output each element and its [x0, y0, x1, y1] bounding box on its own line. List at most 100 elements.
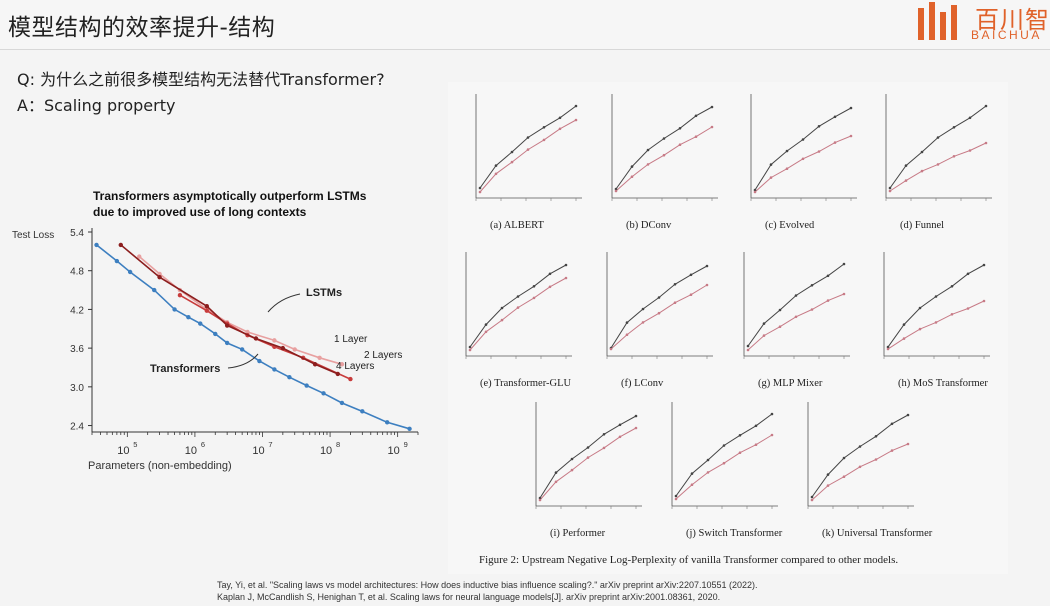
mini-data-point [558, 127, 562, 131]
mini-data-point [689, 273, 693, 277]
mini-data-point [746, 348, 750, 352]
mini-data-point [888, 186, 892, 190]
x-tick-exponent: 8 [336, 440, 340, 449]
y-tick-label: 4.8 [70, 267, 84, 278]
mini-data-point [950, 313, 954, 316]
x-tick-exponent: 5 [133, 440, 137, 449]
mini-data-point [817, 150, 821, 153]
mini-data-point [564, 263, 568, 267]
mini-data-point [936, 136, 940, 139]
x-tick-label: 10 [320, 445, 332, 457]
mini-data-point [826, 484, 830, 487]
data-point [312, 362, 318, 367]
mini-data-point [618, 423, 622, 427]
annotation-lstms: LSTMs [306, 287, 342, 299]
mini-data-point [674, 494, 678, 498]
mini-data-point [746, 344, 750, 348]
mini-plot [883, 252, 990, 359]
reference-1: Tay, Yi, et al. "Scaling laws vs model a… [217, 580, 758, 590]
mini-data-point [689, 293, 693, 296]
mini-data-point [952, 155, 956, 158]
mini-data-point [673, 301, 677, 304]
mini-plot [671, 402, 778, 509]
data-point [157, 274, 162, 280]
mini-data-point [510, 150, 514, 154]
mini-data-point [564, 276, 568, 280]
x-tick-exponent: 7 [268, 440, 272, 449]
data-point [114, 258, 120, 264]
mini-data-point [902, 337, 906, 340]
mini-data-point [920, 169, 924, 173]
mini-data-point [858, 465, 862, 469]
mini-data-point [705, 283, 709, 287]
y-tick-label: 5.4 [70, 228, 84, 239]
mini-plot [743, 252, 850, 359]
data-point [348, 376, 353, 382]
x-tick-label: 10 [185, 445, 197, 457]
lstm-pointer-line [267, 293, 301, 313]
mini-data-point [968, 149, 972, 152]
data-point [127, 269, 133, 275]
mini-data-point [826, 299, 830, 302]
mini-data-point [968, 116, 972, 120]
mini-data-point [890, 449, 894, 452]
mini-data-point [468, 348, 472, 352]
mini-data-point [888, 189, 892, 193]
annotation-2-layers: 2 Layers [364, 350, 402, 361]
mini-data-point [982, 263, 986, 267]
mini-data-point [904, 164, 908, 167]
slide-title: 模型结构的效率提升-结构 [8, 15, 276, 41]
mini-data-point [641, 307, 645, 311]
data-point [339, 400, 345, 406]
mini-data-point [982, 299, 986, 303]
mini-data-point [886, 345, 890, 349]
transformer-pointer-line [227, 353, 259, 369]
mini-data-point [554, 480, 558, 484]
data-point [245, 329, 250, 335]
mini-variant-line [887, 300, 985, 350]
x-axis-label: Parameters (non-embedding) [88, 460, 232, 472]
mini-data-point [678, 143, 682, 146]
x-tick-exponent: 9 [404, 440, 408, 449]
mini-data-point [738, 451, 742, 454]
mini-data-point [920, 150, 924, 154]
x-tick-label: 10 [388, 445, 400, 457]
data-point [177, 293, 183, 298]
data-point [186, 314, 191, 320]
chart-title: Transformers asymptotically outperform L… [93, 188, 366, 220]
mini-data-point [634, 426, 638, 430]
scaling-chart: Transformers asymptotically outperform L… [0, 180, 440, 480]
mini-plot [750, 94, 857, 201]
mini-data-point [785, 149, 789, 153]
mini-data-point [602, 433, 606, 436]
mini-data-point [625, 333, 629, 336]
mini-data-point [494, 172, 498, 176]
mini-data-point [769, 163, 773, 166]
mini-data-point [484, 323, 488, 326]
mini-data-point [574, 118, 578, 122]
mini-data-point [785, 167, 789, 170]
mini-data-point [778, 325, 782, 328]
mini-data-point [810, 498, 814, 502]
mini-data-point [542, 138, 546, 142]
mini-data-point [858, 445, 862, 448]
title-bar: 模型结构的效率提升-结构 百川智 BAICHUA [0, 0, 1050, 50]
mini-variant-line [811, 443, 909, 501]
data-point [224, 340, 230, 346]
mini-data-point [936, 163, 940, 166]
mini-data-point [634, 414, 638, 418]
mini-variant-line [479, 119, 577, 193]
mini-transformer-line [747, 263, 845, 347]
baichuan-logo: 百川智 BAICHUA [915, 0, 1050, 44]
data-point [253, 336, 259, 341]
mini-data-point [618, 435, 622, 439]
mini-transformer-line [469, 264, 567, 348]
mini-transformer-line [754, 107, 852, 191]
question-text: Q: 为什么之前很多模型结构无法替代Transformer? [17, 70, 385, 89]
annotation-transformers: Transformers [150, 363, 220, 375]
mini-data-point [662, 137, 666, 140]
data-point [321, 391, 326, 396]
mini-data-point [886, 347, 890, 351]
mini-data-point [849, 134, 853, 138]
mini-data-point [902, 323, 906, 326]
